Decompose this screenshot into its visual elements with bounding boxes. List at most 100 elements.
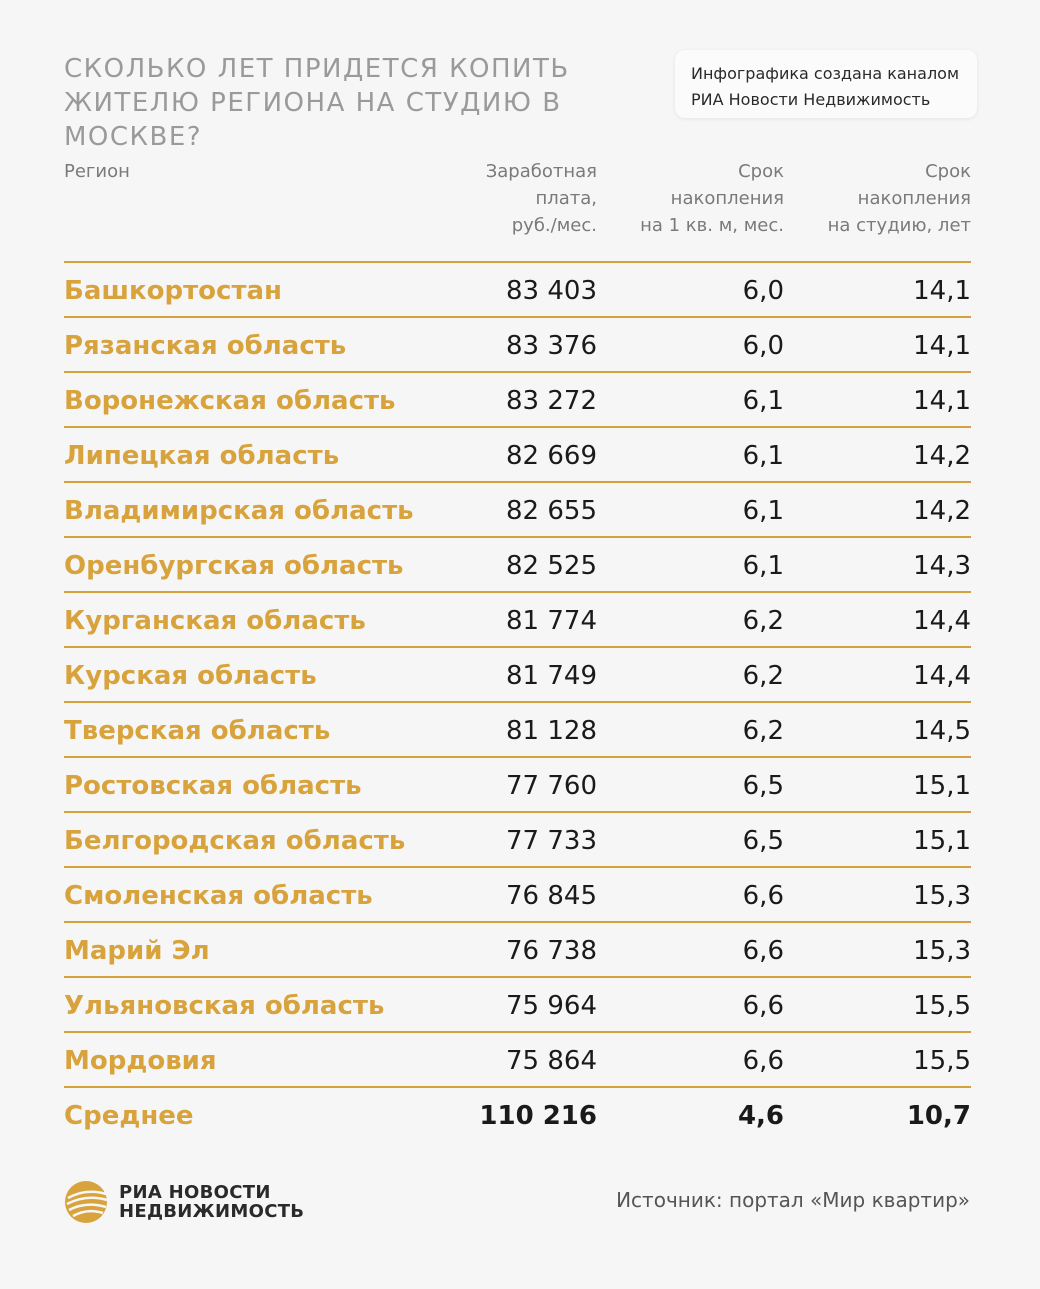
table-row: Мордовия 75 864 6,6 15,5 [64,1033,971,1088]
cell-per-sqm: 6,2 [742,606,784,636]
table-row: Воронежская область 83 272 6,1 14,1 [64,373,971,428]
cell-per-sqm: 6,2 [742,661,784,691]
cell-region: Владимирская область [64,496,414,526]
header-region: Регион [64,161,130,182]
table-row: Тверская область 81 128 6,2 14,5 [64,703,971,758]
cell-salary: 75 964 [506,991,597,1021]
table-row: Ростовская область 77 760 6,5 15,1 [64,758,971,813]
cell-region: Башкортостан [64,276,283,306]
cell-salary: 82 525 [506,551,597,581]
table-row: Оренбургская область 82 525 6,1 14,3 [64,538,971,593]
credit-line-2: РИА Новости Недвижимость [691,90,931,109]
cell-region: Воронежская область [64,386,396,416]
cell-salary: 82 669 [506,441,597,471]
header-salary-line: Заработная [485,161,597,182]
cell-studio: 14,1 [913,276,971,306]
cell-studio: 15,1 [913,826,971,856]
cell-per-sqm: 6,6 [742,881,784,911]
cell-salary: 110 216 [479,1101,597,1131]
header-studio-line: накопления [857,188,971,209]
header-studio-line: на студию, лет [827,215,971,236]
cell-region: Липецкая область [64,441,340,471]
source-note: Источник: портал «Мир квартир» [616,1188,970,1212]
cell-per-sqm: 6,6 [742,991,784,1021]
ria-logo: РИА НОВОСТИ НЕДВИЖИМОСТЬ [64,1180,324,1226]
table-row: Владимирская область 82 655 6,1 14,2 [64,483,971,538]
table-row: Рязанская область 83 376 6,0 14,1 [64,318,971,373]
header-per-sqm-line: накопления [670,188,784,209]
cell-region: Мордовия [64,1046,217,1076]
cell-studio: 15,1 [913,771,971,801]
cell-region: Рязанская область [64,331,347,361]
table-row: Белгородская область 77 733 6,5 15,1 [64,813,971,868]
ria-globe-icon [65,1181,108,1223]
cell-studio: 10,7 [906,1101,971,1131]
cell-salary: 83 376 [506,331,597,361]
cell-salary: 77 760 [506,771,597,801]
cell-region: Среднее [64,1101,194,1131]
cell-salary: 77 733 [506,826,597,856]
data-table: Регион Заработная плата, руб./мес. Срок … [64,158,971,1141]
header-per-sqm-line: Срок [738,161,784,182]
cell-region: Белгородская область [64,826,406,856]
cell-per-sqm: 6,6 [742,1046,784,1076]
cell-salary: 81 749 [506,661,597,691]
credit-line-1: Инфографика создана каналом [691,64,960,83]
logo-text: РИА НОВОСТИ НЕДВИЖИМОСТЬ [119,1183,304,1221]
table-row-total: Среднее 110 216 4,6 10,7 [64,1088,971,1141]
header-salary: Заработная плата, руб./мес. [417,158,597,239]
cell-region: Ростовская область [64,771,362,801]
logo-line-1: РИА НОВОСТИ [119,1182,271,1203]
table-row: Курская область 81 749 6,2 14,4 [64,648,971,703]
cell-region: Курская область [64,661,317,691]
header-per-sqm: Срок накопления на 1 кв. м, мес. [604,158,784,239]
cell-salary: 76 845 [506,881,597,911]
cell-salary: 82 655 [506,496,597,526]
cell-studio: 15,5 [913,1046,971,1076]
cell-studio: 15,3 [913,881,971,911]
cell-region: Смоленская область [64,881,373,911]
header-per-sqm-line: на 1 кв. м, мес. [640,215,784,236]
cell-per-sqm: 6,5 [742,826,784,856]
cell-salary: 81 128 [506,716,597,746]
table-row: Смоленская область 76 845 6,6 15,3 [64,868,971,923]
cell-per-sqm: 6,1 [742,386,784,416]
cell-salary: 83 272 [506,386,597,416]
table-row: Курганская область 81 774 6,2 14,4 [64,593,971,648]
cell-studio: 15,3 [913,936,971,966]
table-row: Марий Эл 76 738 6,6 15,3 [64,923,971,978]
cell-per-sqm: 6,0 [742,331,784,361]
cell-region: Тверская область [64,716,331,746]
table-body: Башкортостан 83 403 6,0 14,1 Рязанская облас… [64,263,971,1141]
cell-salary: 81 774 [506,606,597,636]
page-title: Сколько лет придется копить жителю регио… [64,54,570,152]
cell-per-sqm: 6,1 [742,441,784,471]
cell-studio: 14,2 [913,496,971,526]
cell-region: Оренбургская область [64,551,404,581]
cell-studio: 14,4 [913,661,971,691]
cell-region: Ульяновская область [64,991,385,1021]
cell-studio: 14,1 [913,331,971,361]
cell-salary: 75 864 [506,1046,597,1076]
cell-per-sqm: 6,1 [742,496,784,526]
cell-per-sqm: 6,1 [742,551,784,581]
cell-studio: 14,2 [913,441,971,471]
table-header: Регион Заработная плата, руб./мес. Срок … [64,158,971,263]
cell-studio: 14,3 [913,551,971,581]
cell-studio: 14,5 [913,716,971,746]
cell-studio: 14,1 [913,386,971,416]
cell-studio: 14,4 [913,606,971,636]
cell-per-sqm: 6,0 [742,276,784,306]
header-salary-line: руб./мес. [511,215,597,236]
cell-per-sqm: 4,6 [737,1101,784,1131]
table-row: Ульяновская область 75 964 6,6 15,5 [64,978,971,1033]
cell-studio: 15,5 [913,991,971,1021]
cell-region: Марий Эл [64,936,210,966]
header-studio-line: Срок [925,161,971,182]
cell-per-sqm: 6,5 [742,771,784,801]
credit-box: Инфографика создана каналом РИА Новости … [675,50,977,118]
table-row: Липецкая область 82 669 6,1 14,2 [64,428,971,483]
cell-salary: 83 403 [506,276,597,306]
header-salary-line: плата, [535,188,597,209]
cell-per-sqm: 6,2 [742,716,784,746]
